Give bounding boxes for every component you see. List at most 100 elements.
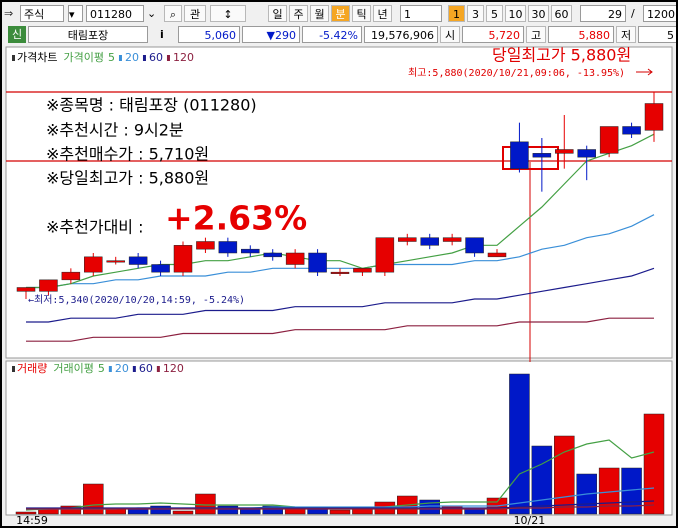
period-button[interactable]: 분: [331, 5, 350, 22]
candle-body: [442, 237, 462, 242]
candle-body: [465, 237, 484, 254]
moving-average: [26, 214, 655, 289]
price: 5,060: [178, 26, 240, 43]
legend-label: 가격차트: [17, 51, 57, 64]
legend-swatch: [156, 366, 160, 372]
candle-body: [61, 271, 81, 281]
legend-swatch: [12, 55, 15, 61]
watch-button[interactable]: 관: [184, 5, 206, 22]
market-select[interactable]: 주식: [20, 5, 64, 22]
open: 5,720: [462, 26, 524, 43]
interval-button[interactable]: 5: [486, 5, 503, 22]
candle-body: [128, 256, 148, 265]
volume-bar: [643, 413, 665, 515]
candle-body: [622, 126, 641, 135]
legend-label: 60: [149, 51, 163, 64]
legend-swatch: [118, 55, 122, 61]
separator: /: [631, 7, 635, 20]
legend-label: 60: [139, 362, 153, 375]
dropdown[interactable]: ⌄: [147, 7, 157, 20]
candle-body: [330, 271, 350, 274]
candle-body: [39, 279, 58, 292]
price-panel: [5, 46, 673, 359]
info-button[interactable]: i: [160, 28, 164, 41]
change-rate: -5.42%: [302, 26, 362, 43]
candle-body: [555, 149, 574, 154]
candle-body: [263, 252, 282, 258]
badge: 신: [8, 26, 26, 43]
candle-body: [353, 268, 372, 273]
open-label: 시: [440, 26, 460, 43]
low: 5: [638, 26, 676, 43]
volume-bar: [60, 505, 82, 515]
volume-bar: [262, 505, 283, 515]
volume-bar: [509, 373, 530, 515]
candle-body: [308, 252, 327, 273]
low-annotation: ←최저:5,340(2020/10/20,14:59, -5.24%): [28, 294, 245, 306]
legend-label: 5: [98, 362, 105, 375]
candle-body: [644, 103, 664, 131]
x-tick-label: 10/21: [514, 514, 546, 527]
volume-bar: [172, 510, 194, 515]
volume-bar: [150, 505, 171, 515]
legend-swatch: [166, 55, 170, 61]
interval-button[interactable]: 60: [551, 5, 572, 22]
period-button[interactable]: 틱: [352, 5, 371, 22]
overlay-line: ※추천시간 : 9시2분: [46, 121, 184, 140]
legend-swatch: [142, 55, 146, 61]
moving-average: [26, 504, 655, 510]
volume-bar: [441, 505, 463, 515]
volume: 19,576,906: [364, 26, 438, 43]
candle-body: [398, 237, 417, 242]
volume-bar: [195, 493, 216, 515]
candle-body: [510, 141, 529, 169]
legend-swatch: [12, 366, 15, 372]
overlay-line: ※종목명 : 태림포장 (011280): [46, 96, 257, 115]
overlay-line: ※추천가대비 :: [46, 218, 143, 237]
candle-body: [173, 245, 193, 273]
candle-body: [577, 149, 596, 158]
code-input[interactable]: 011280: [86, 5, 144, 22]
x-tick-label: 14:59: [16, 514, 48, 527]
period-count[interactable]: 1: [400, 5, 442, 22]
low-label: 저: [616, 26, 636, 43]
moving-average: [26, 317, 654, 342]
legend-swatch: [108, 366, 112, 372]
candle-body: [218, 241, 238, 254]
legend-label: 거래량: [17, 362, 47, 375]
period-button[interactable]: 월: [310, 5, 329, 22]
spinner[interactable]: ↕: [210, 5, 246, 22]
interval-button[interactable]: 10: [505, 5, 526, 22]
menu-icon[interactable]: ⇒: [4, 7, 14, 20]
candle-body: [241, 248, 260, 254]
volume-bar: [307, 508, 328, 515]
moving-average: [26, 500, 655, 509]
high-label: 고: [526, 26, 546, 43]
return-value: +2.63%: [165, 199, 307, 238]
interval-button[interactable]: 3: [467, 5, 484, 22]
candle-body: [420, 237, 439, 246]
period-button[interactable]: 주: [289, 5, 308, 22]
total-input[interactable]: 1200: [643, 5, 676, 22]
interval-button[interactable]: 1: [448, 5, 465, 22]
high-annotation: 최고:5,880(2020/10/21,09:06, -13.95%): [408, 67, 625, 79]
count-input[interactable]: 29: [580, 5, 626, 22]
moving-average: [26, 267, 655, 323]
legend-label: 거래이평: [53, 362, 93, 375]
candle-body: [151, 264, 170, 273]
search-button[interactable]: ⌕: [164, 5, 182, 22]
dropdown[interactable]: ▾: [68, 5, 83, 22]
stock-name: 태림포장: [28, 26, 148, 43]
arrow-head: [647, 68, 653, 76]
candle-body: [285, 252, 305, 265]
candle-body: [375, 237, 395, 273]
change: ▼290: [242, 26, 300, 43]
period-button[interactable]: 년: [373, 5, 392, 22]
period-button[interactable]: 일: [268, 5, 287, 22]
candle-body: [196, 241, 215, 250]
candle-body: [16, 287, 36, 292]
volume-bar: [15, 511, 37, 515]
legend-label: 20: [125, 51, 139, 64]
interval-button[interactable]: 30: [528, 5, 549, 22]
